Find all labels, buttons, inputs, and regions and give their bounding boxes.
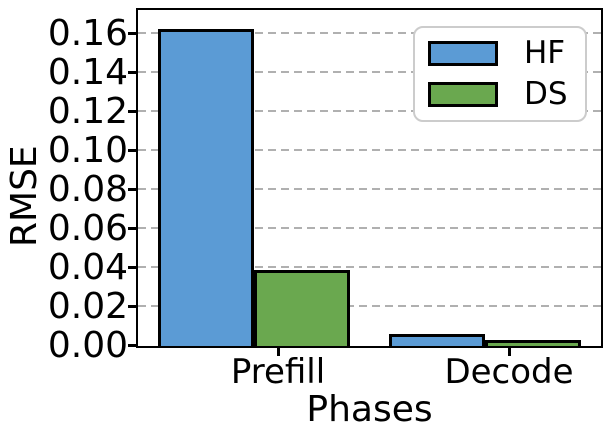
legend-label: HF [524,35,566,71]
y-tick-label: 0.00 [47,324,128,366]
gridline [138,110,601,113]
legend: HF DS [413,26,587,122]
x-tick-mark [276,348,280,356]
gridline [138,32,601,35]
y-tick-mark [128,344,136,347]
legend-label: DS [524,76,568,112]
y-tick-mark [128,188,136,192]
y-tick-label: 0.14 [47,51,128,93]
x-tick-label: Decode [444,352,574,392]
y-tick-label: 0.06 [47,207,128,249]
legend-swatch-ds-icon [428,82,498,107]
gridline [138,71,601,74]
gridline [138,149,601,152]
bar-decode-hf [388,334,485,346]
y-tick-mark [128,32,136,36]
bar-prefill-hf [157,28,254,346]
gridline [138,227,601,230]
y-tick-label: 0.12 [47,90,128,132]
bar-prefill-ds [253,270,350,346]
x-tick-label: Prefill [230,352,326,392]
y-tick-mark [128,149,136,153]
y-tick-label: 0.16 [47,12,128,54]
y-tick-mark [128,71,136,75]
y-tick-mark [128,266,136,270]
y-tick-label: 0.10 [47,129,128,171]
legend-entry: HF [428,38,585,69]
x-axis-title: Phases [306,389,433,430]
y-tick-mark [128,227,136,231]
y-tick-label: 0.02 [47,285,128,327]
y-tick-mark [128,110,136,114]
legend-swatch-hf-icon [428,41,498,66]
x-tick-mark [507,348,511,356]
y-tick-label: 0.04 [47,246,128,288]
gridline [138,305,601,308]
y-tick-label: 0.08 [47,168,128,210]
y-tick-mark [128,305,136,309]
bar-decode-ds [484,340,581,346]
gridline [138,266,601,269]
legend-entry: DS [428,79,585,110]
gridline [138,188,601,191]
